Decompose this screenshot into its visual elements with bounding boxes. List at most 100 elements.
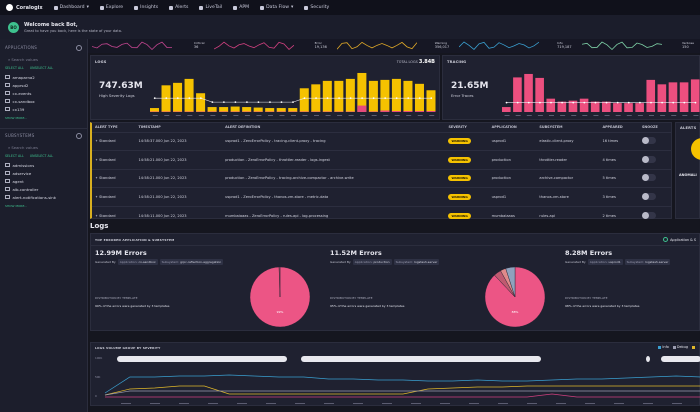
bar[interactable] [502,107,511,112]
table-row[interactable]: ✦ Standard 14:58:21.000 Jun 22, 2023 produ… [92,150,671,169]
bar[interactable] [230,106,240,112]
bar[interactable] [322,80,332,112]
bar[interactable] [613,103,622,112]
bar[interactable] [690,79,700,112]
bar[interactable] [184,78,194,112]
pie-slice[interactable] [505,266,516,298]
snooze-toggle[interactable] [641,174,656,182]
select-all-button[interactable]: SELECT ALL [5,66,24,70]
application-tag[interactable]: Application: production [352,259,392,265]
bar[interactable] [590,101,600,112]
bar[interactable] [679,82,689,112]
snooze-toggle[interactable] [641,137,656,145]
bar[interactable] [288,108,298,112]
show-more-link[interactable]: SHOW MORE... [5,204,28,208]
unselect-all-button[interactable]: UNSELECT ALL [29,66,54,70]
filter-checkbox-item[interactable]: apprsd2 [5,81,82,89]
filter-checkbox-item[interactable]: alb-controller [5,185,82,193]
snooze-toggle[interactable] [641,155,656,163]
snooze-toggle[interactable] [641,211,656,219]
checkbox[interactable] [5,98,10,104]
filter-checkbox-item[interactable]: amaparna2 [5,73,82,81]
bar[interactable] [668,82,678,112]
severity-critical[interactable]: Critical 36 [88,39,210,53]
bar[interactable] [265,108,275,112]
annotation-marker[interactable] [117,356,287,362]
unselect-all-button[interactable]: UNSELECT ALL [29,154,54,158]
nav-data-flow[interactable]: Data Flow ▾ [260,5,293,10]
annotation-marker[interactable] [434,356,438,362]
table-row[interactable]: ✦ Standard 14:58:21.000 Jun 22, 2023 uspro… [92,187,671,206]
subsystem-tag[interactable]: Subsystem: logstash-server [393,259,440,265]
bar[interactable] [380,79,390,112]
bar[interactable] [196,93,206,112]
annotation-marker[interactable] [301,356,541,362]
applications-search-input[interactable]: ⌕ Search values [8,57,38,62]
nav-insights[interactable]: Insights [134,5,158,10]
bar[interactable] [219,107,229,112]
table-row[interactable]: ✦ Standard 14:58:37.000 Jun 22, 2023 uspro… [92,131,671,151]
severity-info[interactable]: Info 719,187 [455,39,577,53]
bar[interactable] [345,78,355,112]
bar[interactable] [624,103,633,112]
severity-verbose[interactable]: Verbose 150 [578,39,700,53]
bar[interactable] [524,73,533,112]
select-all-button[interactable]: SELECT ALL [5,154,24,158]
subsystems-search-input[interactable]: ⌕ Search values [8,145,38,150]
nav-alerts[interactable]: Alerts [169,5,188,10]
subsystem-tag[interactable]: Subsystem: logstash-server [624,259,671,265]
filter-checkbox-item[interactable]: alert-notifications-sink [5,193,82,201]
bar[interactable] [207,107,217,112]
checkbox[interactable] [5,170,10,176]
annotation-marker[interactable] [646,356,650,362]
column-header[interactable]: APPLICATION [491,125,517,130]
application-tag[interactable]: Application: cx-sandbox [117,259,158,265]
avatar[interactable]: BO [8,21,19,33]
collapse-icon[interactable] [76,133,82,139]
checkbox[interactable] [5,186,10,192]
column-header[interactable]: SUBSYSTEM [539,125,563,130]
bar[interactable] [579,98,589,112]
bar[interactable] [546,98,556,112]
table-row[interactable]: ✦ Standard 14:58:11.000 Jun 22, 2023 mumba… [92,205,671,225]
bar[interactable] [299,88,309,112]
group-toggle[interactable]: Application & S [663,237,696,242]
bar[interactable] [568,100,578,112]
logo[interactable]: Coralogix [6,4,43,11]
bar[interactable] [403,80,413,112]
filter-checkbox-item[interactable]: cx139 [5,105,82,113]
nav-dashboard[interactable]: Dashboard ▾ [53,5,89,10]
annotation-marker[interactable] [464,356,468,362]
bar[interactable] [253,107,263,112]
checkbox[interactable] [5,90,10,96]
checkbox[interactable] [5,162,10,168]
checkbox[interactable] [5,74,10,80]
bar[interactable] [276,108,286,112]
table-row[interactable]: ✦ Standard 14:58:21.000 Jun 22, 2023 produ… [92,168,671,188]
legend-item[interactable]: Debug [672,345,688,349]
annotation-marker[interactable] [381,356,385,362]
checkbox[interactable] [5,194,10,200]
filter-checkbox-item[interactable]: adservice [5,169,82,177]
filter-checkbox-item[interactable]: agent [5,177,82,185]
nav-security[interactable]: Security [304,5,329,10]
pie-slice[interactable] [278,266,281,298]
bar[interactable] [535,77,544,112]
snooze-toggle[interactable] [641,192,656,200]
bar[interactable] [368,80,378,112]
filter-checkbox-item[interactable]: admissions [5,161,82,169]
bar[interactable] [150,108,160,112]
bar[interactable] [334,80,344,112]
column-header[interactable]: SEVERITY [448,125,467,130]
bar[interactable] [657,84,667,112]
filter-checkbox-item[interactable]: cx-events [5,89,82,97]
collapse-icon[interactable] [76,45,82,51]
bar[interactable] [391,78,401,112]
filter-checkbox-item[interactable]: cx-sandbox [5,97,82,105]
show-more-link[interactable]: SHOW MORE... [5,116,28,120]
column-header[interactable]: ALERT TYPE [95,125,118,130]
column-header[interactable]: SNOOZE [641,125,658,130]
bar[interactable] [635,103,644,112]
bar[interactable] [646,79,656,112]
bar[interactable] [557,101,567,112]
